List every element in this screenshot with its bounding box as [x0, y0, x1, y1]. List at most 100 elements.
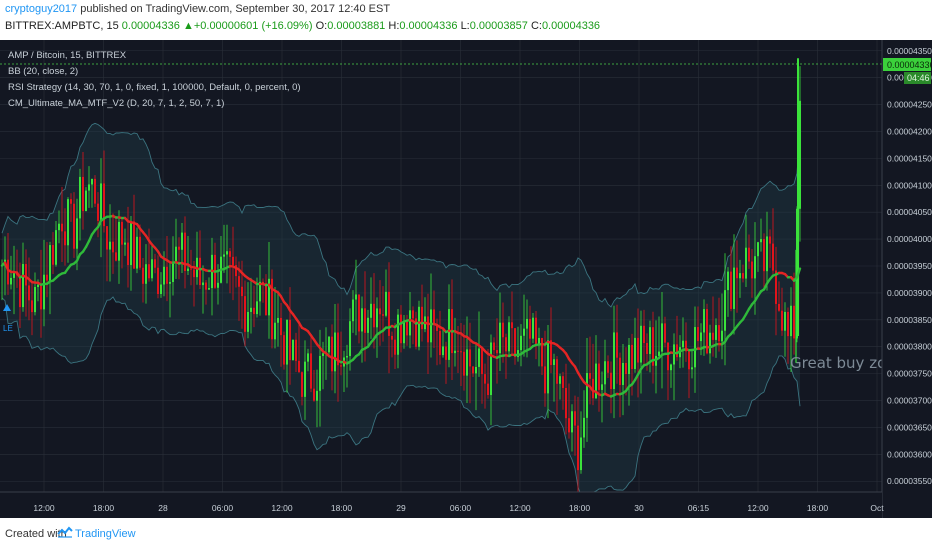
- candle-body: [487, 383, 489, 396]
- candle-body: [787, 311, 789, 337]
- candle-body: [376, 308, 378, 328]
- candle-body: [556, 359, 558, 384]
- candle-body: [736, 267, 738, 279]
- candle-body: [514, 328, 516, 358]
- tradingview-brand-link[interactable]: TradingView: [75, 528, 136, 540]
- last-price-tag: [883, 58, 931, 71]
- candle-body: [55, 230, 57, 265]
- price-axis[interactable]: [882, 40, 932, 518]
- time-axis[interactable]: [0, 492, 882, 518]
- candle-body: [502, 322, 504, 338]
- candle-body: [163, 266, 165, 285]
- candle-body: [355, 294, 357, 300]
- candle-body: [199, 257, 201, 286]
- legend-ma[interactable]: CM_Ultimate_MA_MTF_V2 (D, 20, 7, 1, 2, 5…: [8, 98, 224, 109]
- candle-body: [574, 411, 576, 426]
- long-entry-label: LE: [3, 324, 13, 333]
- legend-rsi[interactable]: RSI Strategy (14, 30, 70, 1, 0, fixed, 1…: [8, 82, 301, 93]
- candle-body: [592, 378, 594, 399]
- candle-body: [250, 307, 252, 312]
- candle-body: [694, 327, 696, 368]
- candle-body: [121, 221, 123, 245]
- candle-body: [472, 366, 474, 374]
- price-chart[interactable]: Great buy zone AMP / Bitcoin, 15, BITTRE…: [0, 40, 932, 518]
- up-triangle-icon: ▲: [182, 20, 194, 32]
- candle-body: [673, 344, 675, 365]
- candle-body: [400, 314, 402, 344]
- candle-body: [115, 252, 117, 261]
- change-text: +0.00000601 (+16.09%): [193, 20, 313, 32]
- candle-body: [124, 242, 126, 245]
- candle-body: [793, 305, 795, 339]
- candle-body: [706, 309, 708, 354]
- candle-body: [85, 190, 87, 212]
- ma-segment: [87, 233, 94, 243]
- time-tick-label: 18:00: [807, 503, 829, 513]
- candle-body: [301, 372, 303, 397]
- candle-body: [469, 349, 471, 367]
- candle-body: [202, 282, 204, 286]
- time-tick-label: 06:15: [688, 503, 710, 513]
- candle-body: [517, 350, 519, 358]
- candle-body: [418, 306, 420, 347]
- price-tick-label: 0.00003900: [887, 288, 932, 298]
- time-tick-label: 06:00: [450, 503, 472, 513]
- candle-body: [532, 317, 534, 339]
- candle-body: [298, 360, 300, 373]
- candle-body: [646, 342, 648, 354]
- chart-header: cryptoguy2017 published on TradingView.c…: [0, 0, 932, 40]
- upper-band: [1, 122, 801, 308]
- close-value: 0.00004336: [541, 20, 601, 32]
- candle-body: [100, 183, 102, 221]
- high-value: 0.00004336: [399, 20, 458, 32]
- candle-body: [91, 178, 93, 185]
- candle-body: [505, 337, 507, 352]
- candle-body: [427, 316, 429, 343]
- candle-body: [643, 325, 645, 343]
- candle-body: [289, 319, 291, 361]
- candle-body: [151, 259, 153, 279]
- candle-body: [352, 299, 354, 322]
- candle-body: [733, 267, 735, 309]
- candle-body: [82, 176, 84, 212]
- candle-body: [409, 310, 411, 336]
- candle-body: [583, 417, 585, 438]
- candle-body: [568, 418, 570, 433]
- time-tick-label: 18:00: [331, 503, 353, 513]
- candle-body: [760, 239, 762, 243]
- username-link[interactable]: cryptoguy2017: [5, 3, 78, 15]
- candle-body: [61, 223, 63, 232]
- candle-body: [748, 247, 750, 262]
- candle-body: [31, 300, 33, 313]
- candle-body: [430, 309, 432, 343]
- candle-body: [247, 311, 249, 332]
- published-text: published on TradingView.com, September …: [77, 3, 391, 15]
- candle-body: [604, 361, 606, 385]
- candle-body: [598, 363, 600, 390]
- candle-body: [160, 284, 162, 295]
- price-axis-ticks: 0.000043500.000043000.000042500.00004200…: [887, 46, 932, 486]
- legend-symbol: AMP / Bitcoin, 15, BITTREX: [8, 50, 127, 61]
- candle-body: [394, 339, 396, 355]
- candle-body: [637, 337, 639, 363]
- candle-body: [613, 332, 615, 390]
- candle-body: [541, 337, 543, 367]
- candle-body: [745, 247, 747, 279]
- candle-body: [133, 221, 135, 269]
- candle-body: [73, 203, 75, 249]
- time-tick-label: 12:00: [33, 503, 55, 513]
- legend-bb[interactable]: BB (20, close, 2): [8, 66, 78, 77]
- countdown-tag: [904, 72, 931, 84]
- candle-body: [187, 268, 189, 271]
- candle-body: [358, 294, 360, 332]
- candle-body: [280, 317, 282, 336]
- candle-body: [649, 327, 651, 354]
- candle-body: [688, 351, 690, 370]
- price-tick-label: 0.00003950: [887, 261, 932, 271]
- candle-body: [322, 353, 324, 356]
- time-tick-label: 18:00: [93, 503, 115, 513]
- candle-body: [238, 276, 240, 287]
- price-tick-label: 0.00004050: [887, 207, 932, 217]
- candle-body: [721, 330, 723, 342]
- candle-body: [274, 322, 276, 340]
